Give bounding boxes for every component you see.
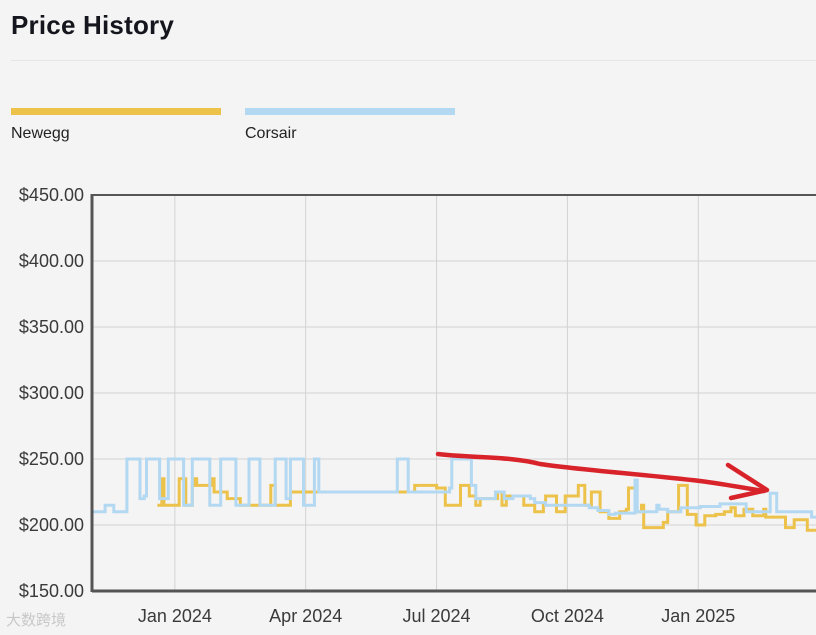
x-tick-label: Jan 2025 xyxy=(661,606,735,626)
series-line-newegg xyxy=(157,477,816,532)
annotation-arrow-shaft xyxy=(435,451,767,494)
legend-label-corsair: Corsair xyxy=(245,125,297,142)
page-title: Price History xyxy=(11,10,175,40)
y-tick-label: $300.00 xyxy=(19,383,84,403)
x-tick-label: Jul 2024 xyxy=(403,606,471,626)
legend-swatch-newegg xyxy=(11,108,221,115)
x-tick-label: Oct 2024 xyxy=(531,606,604,626)
y-tick-label: $150.00 xyxy=(19,581,84,601)
y-tick-label: $200.00 xyxy=(19,515,84,535)
y-tick-label: $350.00 xyxy=(19,317,84,337)
y-tick-label: $400.00 xyxy=(19,251,84,271)
annotation-arrow-head xyxy=(725,462,770,501)
y-tick-label: $250.00 xyxy=(19,449,84,469)
legend-swatch-corsair xyxy=(245,108,455,115)
legend-item-newegg[interactable]: Newegg xyxy=(11,108,221,143)
header-divider xyxy=(11,60,816,61)
legend-item-corsair[interactable]: Corsair xyxy=(245,108,455,143)
x-tick-label: Apr 2024 xyxy=(269,606,342,626)
legend-label-newegg: Newegg xyxy=(11,125,70,142)
watermark: 大数跨境 xyxy=(6,612,67,629)
series-line-corsair xyxy=(92,457,816,519)
y-tick-label: $450.00 xyxy=(19,185,84,205)
x-tick-label: Jan 2024 xyxy=(138,606,212,626)
